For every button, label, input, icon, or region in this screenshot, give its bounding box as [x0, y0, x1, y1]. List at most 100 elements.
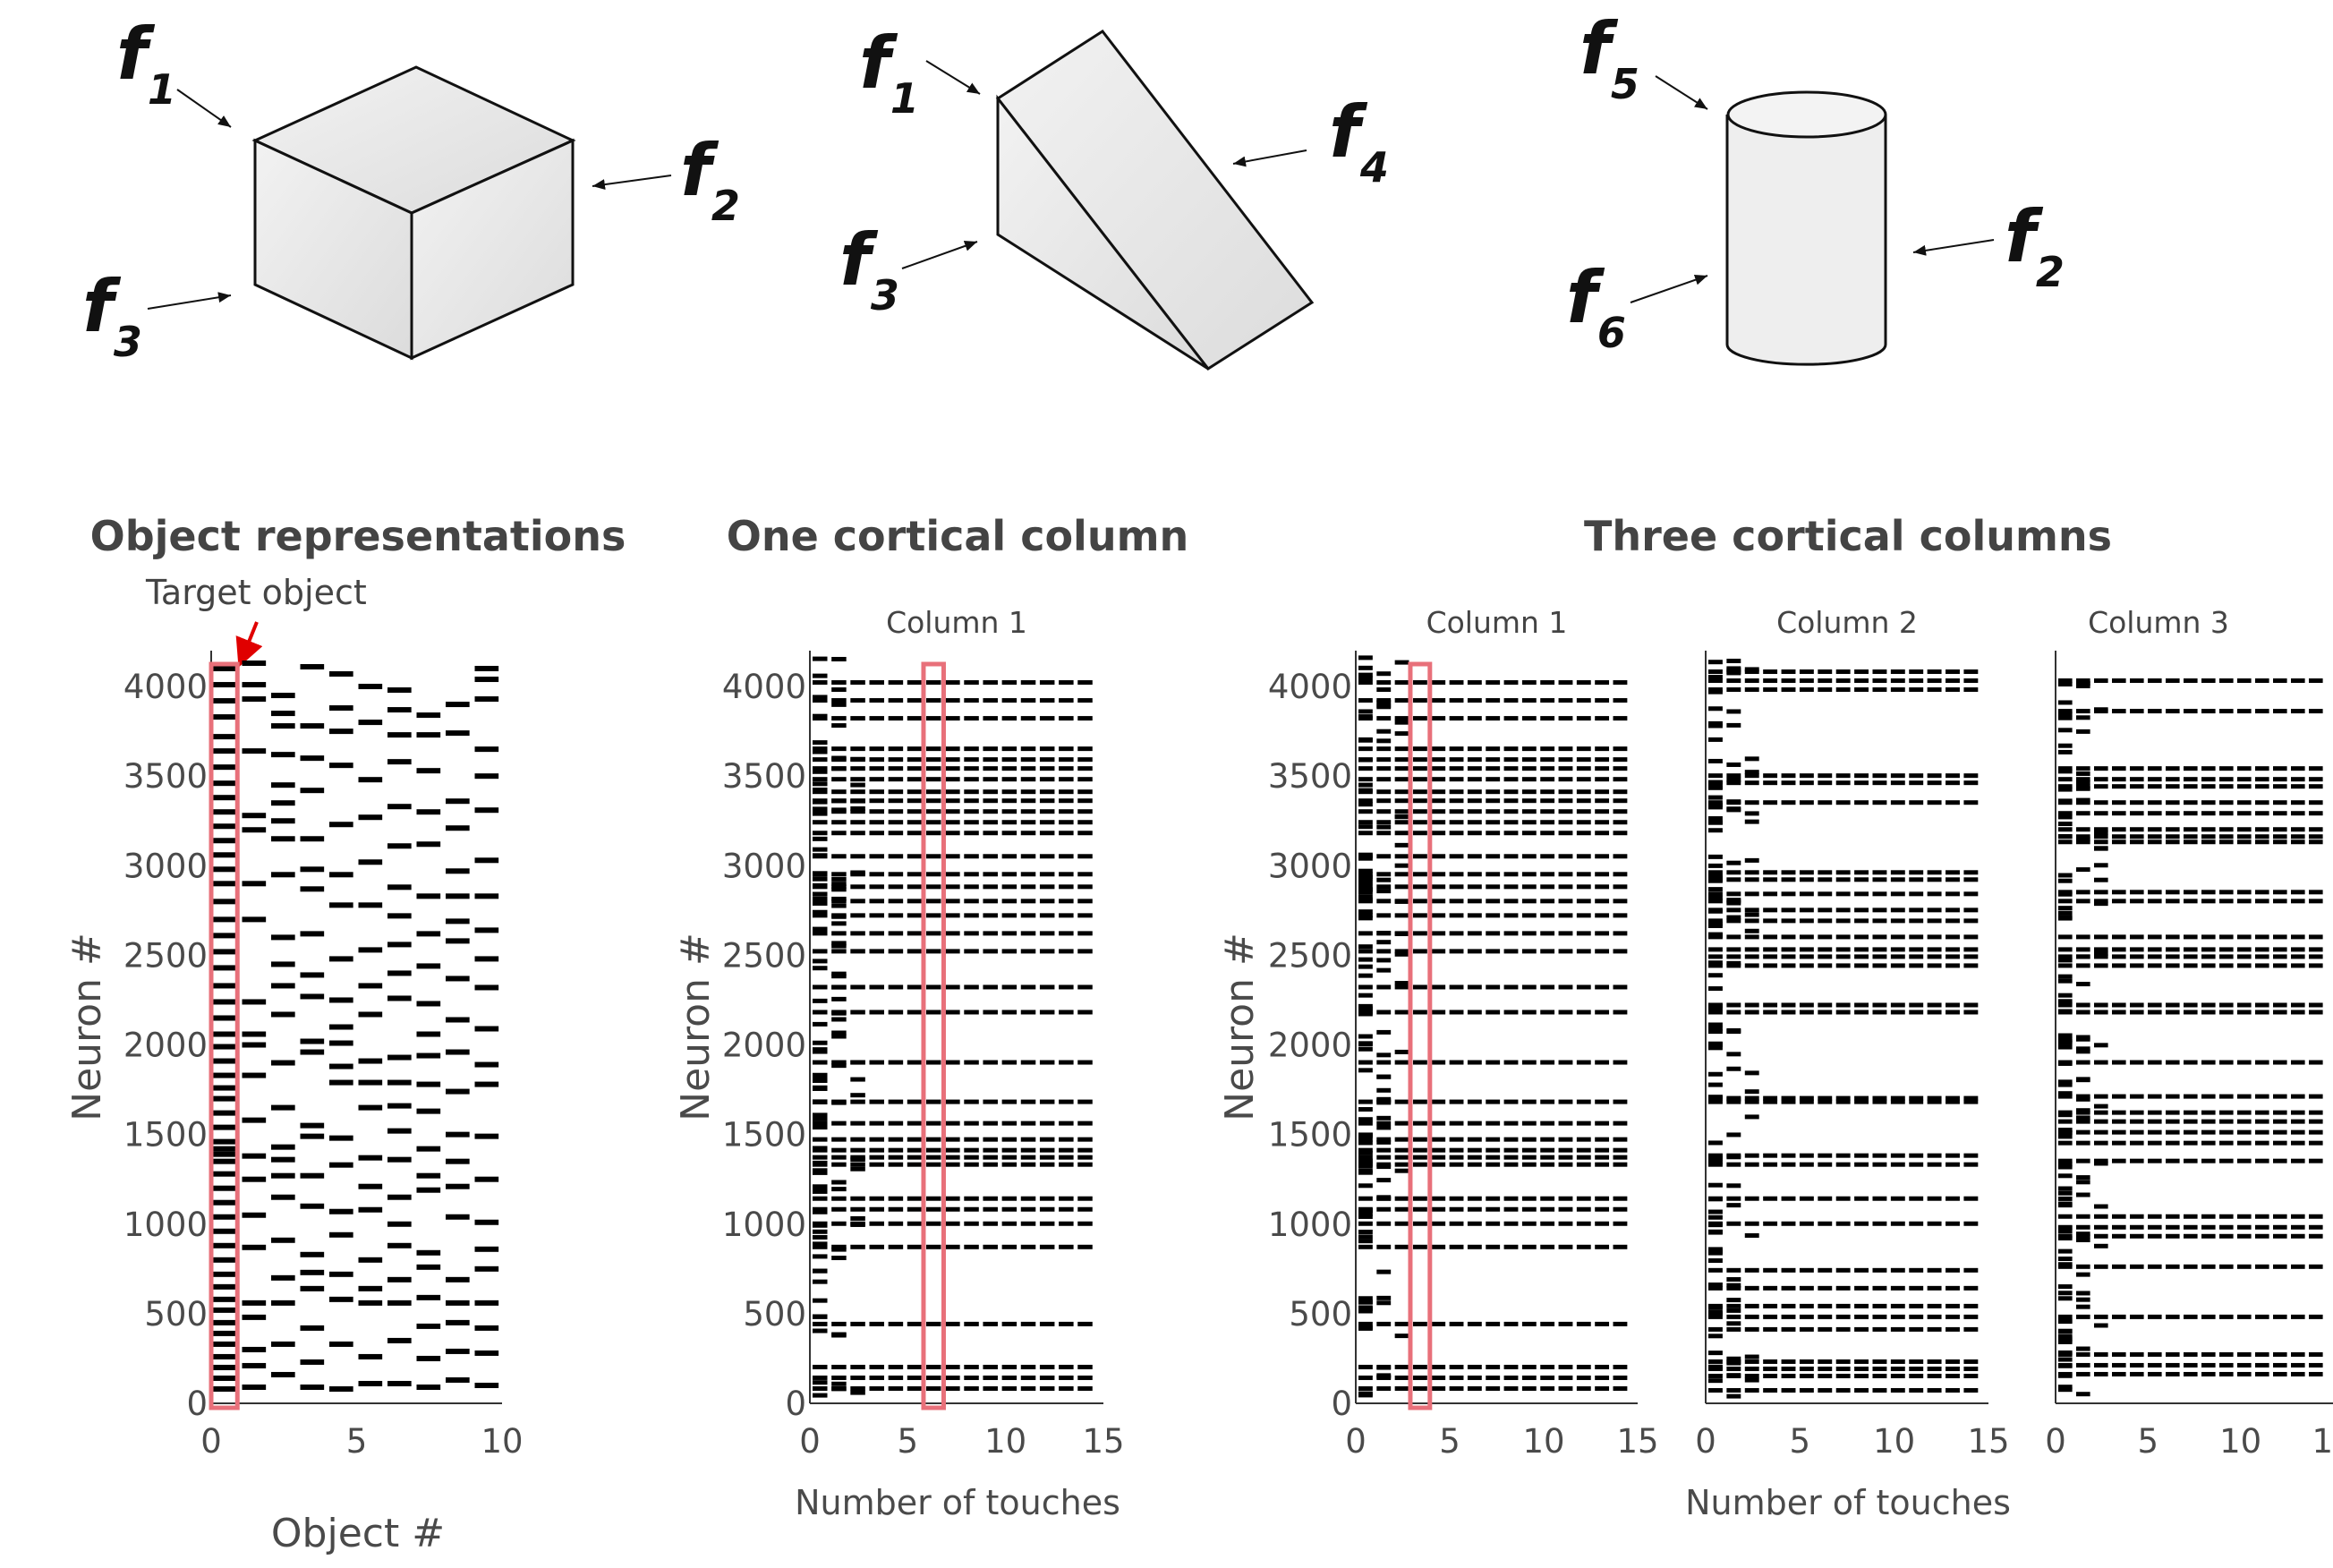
touch-raster-dash	[2309, 934, 2323, 940]
object-raster-tick	[242, 1300, 267, 1306]
touch-raster-dash	[1358, 831, 1373, 836]
touch-raster-dash	[1726, 860, 1741, 865]
touch-raster-dash	[1376, 757, 1392, 763]
touch-raster-dash	[1726, 963, 1741, 968]
object-raster-tick	[358, 1285, 383, 1291]
touch-raster-dash	[2112, 766, 2126, 771]
y-tick-label: 0	[186, 1385, 208, 1423]
touch-raster-dash	[964, 1375, 979, 1380]
touch-raster-dash	[964, 820, 979, 825]
touch-raster-dash	[1946, 780, 1960, 786]
touch-raster-dash	[888, 1137, 904, 1142]
x-tick-label: 15	[1082, 1422, 1124, 1461]
touch-raster-dash	[2201, 1371, 2216, 1376]
touch-raster-dash	[1708, 1022, 1723, 1027]
touch-raster-dash	[1376, 746, 1392, 752]
touch-raster-dash	[1059, 820, 1074, 825]
object-raster-tick	[446, 1131, 470, 1138]
touch-raster-dash	[1376, 949, 1392, 954]
touch-raster-dash	[1595, 872, 1610, 877]
touch-raster-dash	[2291, 1314, 2305, 1319]
touch-raster-dash	[1540, 757, 1555, 763]
touch-raster-dash	[1394, 951, 1409, 957]
touch-raster-dash	[813, 1279, 828, 1284]
touch-raster-dash	[1946, 908, 1960, 913]
touch-raster-dash	[850, 1166, 865, 1172]
touch-raster-dash	[850, 884, 865, 890]
touch-raster-dash	[1467, 798, 1482, 804]
touch-raster-dash	[1449, 1155, 1464, 1160]
touch-raster-dash	[1376, 1100, 1392, 1105]
touch-raster-dash	[2148, 834, 2162, 839]
touch-raster-dash	[1963, 780, 1979, 786]
touch-raster-dash	[813, 1314, 828, 1319]
feature-label-wedge-f3: f3	[839, 218, 899, 320]
touch-raster-dash	[1963, 1099, 1979, 1104]
touch-raster-dash	[2255, 1233, 2269, 1239]
touch-raster-dash	[2058, 916, 2073, 921]
touch-raster-dash	[1077, 1244, 1093, 1249]
touch-raster-dash	[1781, 800, 1796, 805]
touch-raster-dash	[1412, 1385, 1427, 1391]
object-raster-tick	[213, 666, 237, 672]
touch-raster-dash	[1927, 1387, 1942, 1393]
touch-raster-dash	[1763, 963, 1778, 968]
touch-raster-dash	[1358, 1041, 1373, 1046]
object-raster-tick	[329, 1271, 353, 1277]
touch-raster-dash	[1486, 1099, 1501, 1104]
x-tick-label: 15	[1967, 1422, 2009, 1461]
touch-raster-dash	[1486, 698, 1501, 703]
touch-raster-dash	[2309, 1060, 2323, 1065]
touch-raster-dash	[2166, 678, 2180, 684]
touch-raster-dash	[2219, 839, 2234, 845]
object-raster-tick	[213, 823, 237, 830]
touch-raster-dash	[1835, 954, 1851, 959]
touch-raster-dash	[869, 1121, 884, 1126]
touch-raster-dash	[2184, 890, 2198, 895]
object-raster-tick	[387, 1337, 412, 1343]
touch-raster-dash	[1835, 1373, 1851, 1378]
touch-raster-dash	[813, 806, 828, 812]
object-raster-tick	[329, 1341, 353, 1347]
touch-raster-dash	[2219, 1010, 2234, 1015]
touch-raster-dash	[1890, 908, 1905, 913]
touch-raster-dash	[2201, 1010, 2216, 1015]
touch-raster-dash	[850, 1321, 865, 1326]
touch-raster-dash	[1576, 884, 1591, 890]
touch-raster-dash	[1059, 831, 1074, 836]
object-raster-tick	[358, 859, 383, 865]
touch-raster-dash	[869, 1147, 884, 1153]
touch-raster-dash	[2219, 678, 2234, 684]
touch-raster-dash	[2219, 947, 2234, 952]
touch-raster-dash	[2255, 1224, 2269, 1230]
touch-raster-dash	[888, 1155, 904, 1160]
touch-raster-dash	[1708, 802, 1723, 807]
touch-raster-dash	[945, 1321, 960, 1326]
touch-raster-dash	[850, 949, 865, 954]
touch-raster-dash	[2184, 954, 2198, 959]
object-raster-tick	[271, 1274, 295, 1281]
touch-raster-dash	[1001, 777, 1017, 782]
touch-raster-dash	[983, 1162, 998, 1167]
touch-raster-dash	[1708, 660, 1723, 665]
touch-raster-dash	[1835, 1366, 1851, 1371]
cube-right-face	[410, 138, 575, 361]
touch-raster-dash	[2058, 1094, 2073, 1099]
touch-raster-dash	[1376, 1115, 1392, 1121]
touch-raster-dash	[2076, 899, 2090, 904]
touch-raster-dash	[945, 698, 960, 703]
touch-raster-dash	[1521, 1155, 1537, 1160]
touch-raster-dash	[945, 1244, 960, 1249]
y-tick-label: 1500	[1268, 1116, 1352, 1155]
touch-raster-dash	[1595, 884, 1610, 890]
touch-raster-dash	[831, 1121, 847, 1126]
touch-raster-dash	[1818, 678, 1833, 684]
touch-raster-dash	[1781, 1010, 1796, 1015]
touch-raster-dash	[925, 1121, 941, 1126]
touch-raster-dash	[1854, 1010, 1869, 1015]
touch-raster-dash	[1001, 757, 1017, 763]
touch-raster-dash	[1744, 1285, 1759, 1291]
touch-raster-dash	[1503, 1155, 1519, 1160]
object-raster-tick	[416, 1264, 441, 1270]
touch-raster-dash	[1001, 698, 1017, 703]
